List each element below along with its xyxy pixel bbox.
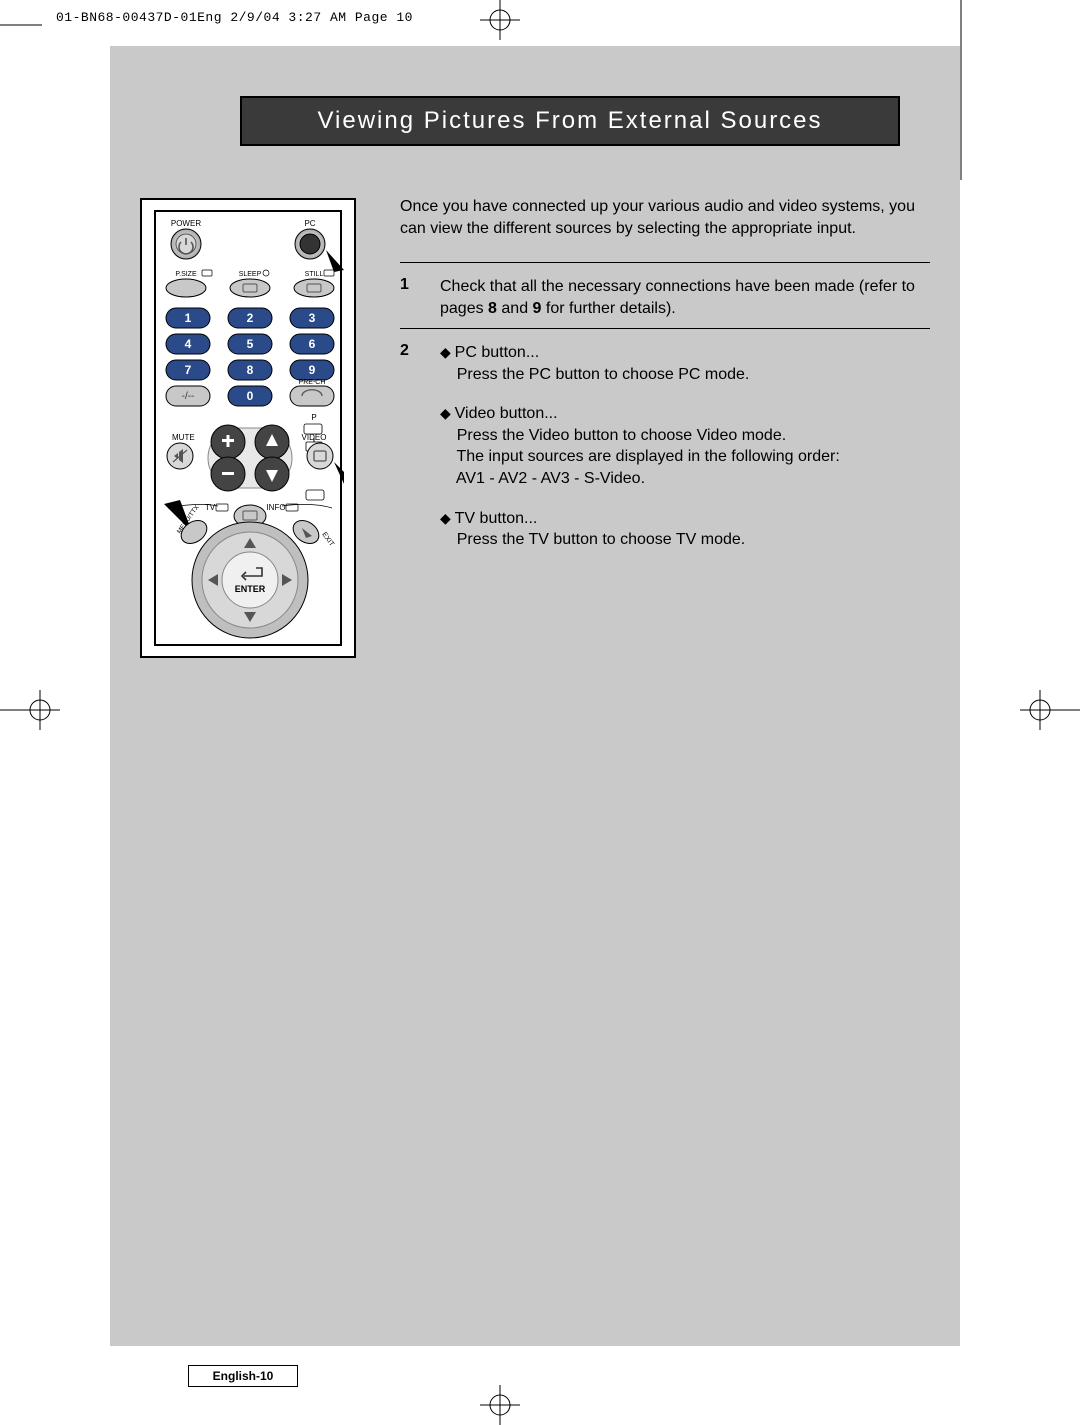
svg-text:PRE-CH: PRE-CH	[299, 379, 326, 386]
step-2-number: 2	[400, 342, 440, 569]
svg-text:-/--: -/--	[182, 391, 195, 402]
psize-label: P.SIZE	[175, 271, 197, 278]
trim-line-top-right	[960, 0, 962, 180]
svg-text:4: 4	[185, 337, 192, 351]
crop-mark-left	[0, 690, 60, 730]
step-1: 1 Check that all the necessary connectio…	[400, 276, 930, 319]
crop-mark-top	[480, 0, 520, 40]
video-button-item: ◆ Video button... ◆ Press the Video butt…	[440, 403, 930, 489]
diamond-icon: ◆	[440, 510, 455, 526]
divider-1	[400, 262, 930, 263]
svg-text:7: 7	[185, 363, 192, 377]
mute-label: MUTE	[172, 433, 195, 442]
power-label: POWER	[171, 219, 201, 228]
intro-paragraph: Once you have connected up your various …	[400, 196, 930, 239]
svg-text:3: 3	[309, 311, 316, 325]
step-1-body: Check that all the necessary connections…	[440, 276, 930, 319]
print-header: 01-BN68-00437D-01Eng 2/9/04 3:27 AM Page…	[56, 10, 413, 25]
page-footer-label: English-10	[188, 1365, 298, 1387]
svg-text:1: 1	[185, 311, 192, 325]
svg-text:9: 9	[309, 363, 316, 377]
remote-outline: POWER PC P.SIZE SLEEP STILL	[154, 210, 342, 646]
still-label: STILL	[305, 271, 324, 278]
crop-mark-bottom	[480, 1385, 520, 1425]
svg-text:ENTER: ENTER	[235, 584, 266, 594]
svg-text:EXIT: EXIT	[320, 531, 335, 548]
svg-text:6: 6	[309, 337, 316, 351]
page-title-box: Viewing Pictures From External Sources	[240, 96, 900, 146]
number-pad: 1 2 3 4 5 6 7 8 9 -/-- 0	[166, 308, 334, 406]
crop-mark-right	[1020, 690, 1080, 730]
trim-line-top-left	[0, 24, 42, 26]
sleep-label: SLEEP	[239, 271, 262, 278]
remote-illustration: POWER PC P.SIZE SLEEP STILL	[140, 198, 356, 658]
step-2: 2 ◆ PC button... ◆ Press the PC button t…	[400, 342, 930, 569]
diamond-icon: ◆	[440, 344, 455, 360]
pc-label: PC	[304, 219, 315, 228]
pc-button-item: ◆ PC button... ◆ Press the PC button to …	[440, 342, 930, 385]
diamond-icon: ◆	[440, 405, 455, 421]
svg-text:INFO: INFO	[266, 503, 285, 512]
svg-text:2: 2	[247, 311, 254, 325]
step-1-number: 1	[400, 276, 440, 319]
svg-text:8: 8	[247, 363, 254, 377]
divider-2	[400, 328, 930, 329]
svg-text:5: 5	[247, 337, 254, 351]
svg-text:0: 0	[247, 389, 254, 403]
svg-text:P: P	[311, 413, 316, 422]
page-title: Viewing Pictures From External Sources	[317, 107, 822, 135]
tv-button-item: ◆ TV button... ◆ Press the TV button to …	[440, 508, 930, 551]
step-2-body: ◆ PC button... ◆ Press the PC button to …	[440, 342, 930, 569]
